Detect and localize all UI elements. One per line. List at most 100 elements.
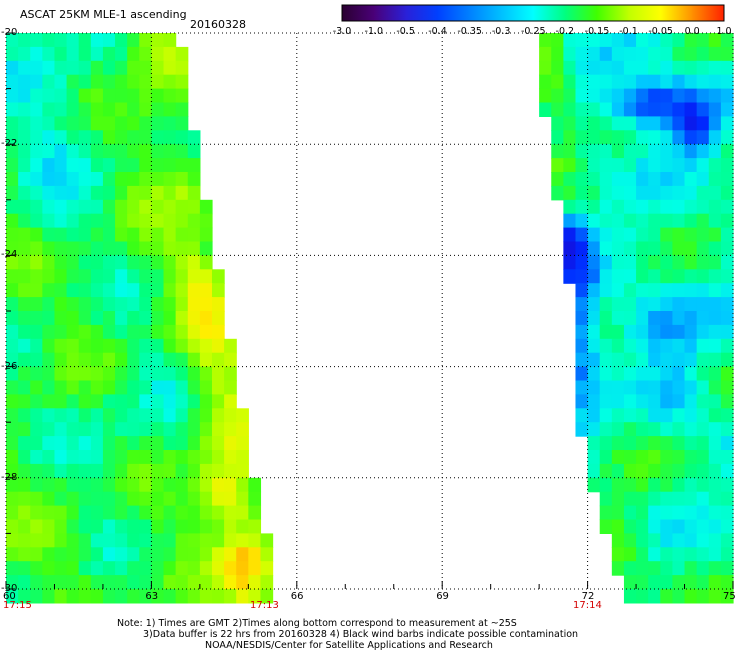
wind-cell <box>660 463 674 479</box>
wind-cell <box>211 324 225 340</box>
wind-cell <box>199 463 213 479</box>
wind-cell <box>623 74 637 90</box>
wind-cell <box>672 199 686 215</box>
wind-cell <box>90 477 104 493</box>
wind-cell <box>30 436 43 451</box>
wind-cell <box>684 46 698 62</box>
wind-cell <box>78 422 92 437</box>
wind-cell <box>199 213 213 229</box>
wind-cell <box>563 46 577 62</box>
wind-cell <box>30 241 43 256</box>
wind-cell <box>6 589 19 604</box>
wind-cell <box>102 116 116 131</box>
wind-cell <box>151 269 165 284</box>
wind-cell <box>672 311 686 326</box>
wind-cell <box>42 88 56 104</box>
wind-cell <box>102 88 116 104</box>
wind-cell <box>139 88 152 104</box>
wind-cell <box>187 436 201 451</box>
wind-cell <box>102 519 116 534</box>
wind-cell <box>6 338 19 354</box>
wind-cell <box>599 241 613 256</box>
colorbar-segment <box>564 5 598 21</box>
wind-cell <box>587 33 601 48</box>
wind-cell <box>127 185 140 201</box>
wind-cell <box>30 561 43 576</box>
wind-cell <box>708 297 722 312</box>
wind-cell <box>587 130 601 145</box>
wind-cell <box>90 172 104 187</box>
wind-cell <box>187 547 201 562</box>
wind-cell <box>708 533 722 548</box>
wind-cell <box>672 533 686 548</box>
wind-cell <box>672 33 686 48</box>
wind-cell <box>175 130 189 145</box>
wind-cell <box>90 158 104 173</box>
wind-cell <box>6 463 19 479</box>
wind-cell <box>684 158 698 173</box>
wind-cell <box>199 561 213 576</box>
wind-cell <box>139 297 152 312</box>
wind-cell <box>102 547 116 562</box>
wind-cell <box>211 269 225 284</box>
wind-cell <box>563 88 577 104</box>
wind-cell <box>127 227 140 243</box>
wind-cell <box>684 505 698 521</box>
wind-cell <box>660 283 674 298</box>
wind-cell <box>660 422 674 437</box>
wind-cell <box>30 324 43 340</box>
wind-cell <box>163 33 177 48</box>
wind-cell <box>90 505 104 521</box>
wind-cell <box>127 533 140 548</box>
wind-cell <box>127 352 140 368</box>
wind-cell <box>115 88 128 104</box>
wind-cell <box>563 199 577 215</box>
wind-cell <box>30 505 43 521</box>
wind-cell <box>599 158 613 173</box>
wind-cell <box>42 199 56 215</box>
wind-cell <box>599 283 613 298</box>
wind-cell <box>708 88 722 104</box>
wind-cell <box>90 547 104 562</box>
wind-cell <box>684 144 698 159</box>
wind-cell <box>163 227 177 243</box>
wind-cell <box>696 450 710 465</box>
wind-cell <box>211 491 225 507</box>
wind-cell <box>115 436 128 451</box>
wind-cell <box>102 324 116 340</box>
wind-cell <box>30 297 43 312</box>
wind-cell <box>163 380 177 395</box>
wind-cell <box>115 297 128 312</box>
wind-cell <box>236 477 249 493</box>
wind-cell <box>78 311 92 326</box>
wind-cell <box>563 60 577 76</box>
wind-cell <box>672 241 686 256</box>
wind-cell <box>587 352 601 368</box>
wind-cell <box>139 561 152 576</box>
wind-cell <box>139 311 152 326</box>
wind-cell <box>199 269 213 284</box>
wind-cell <box>151 380 165 395</box>
wind-cell <box>54 436 68 451</box>
wind-cell <box>151 450 165 465</box>
wind-cell <box>708 477 722 493</box>
wind-cell <box>42 130 56 145</box>
wind-cell <box>636 533 649 548</box>
colorbar-label: -0.2 <box>555 26 575 37</box>
wind-cell <box>151 144 165 159</box>
wind-cell <box>623 352 637 368</box>
wind-cell <box>684 491 698 507</box>
wind-cell <box>539 46 552 62</box>
wind-cell <box>151 33 165 48</box>
wind-cell <box>175 505 189 521</box>
wind-cell <box>575 255 589 270</box>
wind-cell <box>54 533 68 548</box>
wind-cell <box>78 172 92 187</box>
wind-cell <box>199 533 213 548</box>
wind-cell <box>6 199 19 215</box>
wind-cell <box>30 547 43 562</box>
wind-cell <box>163 505 177 521</box>
wind-cell <box>684 408 698 423</box>
lon-label: 66 <box>290 591 304 602</box>
wind-cell <box>708 394 722 409</box>
